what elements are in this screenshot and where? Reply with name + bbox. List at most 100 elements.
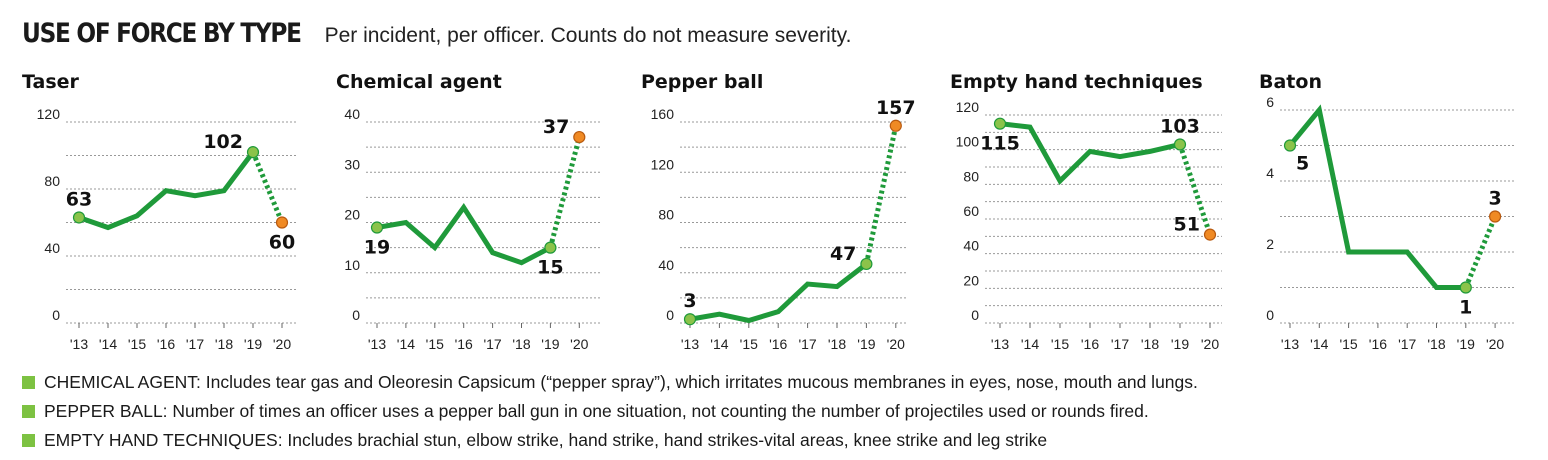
x-tick-label: '14 [99, 336, 117, 352]
y-tick-label: 60 [963, 203, 979, 219]
footnote-pepper-ball: PEPPER BALL: Number of times an officer … [22, 397, 1198, 426]
x-tick-label: '15 [128, 336, 146, 352]
x-tick-label: '19 [857, 336, 875, 352]
x-tick-label: '13 [681, 336, 699, 352]
x-tick-label: '20 [887, 336, 905, 352]
y-tick-label: 40 [658, 257, 674, 273]
data-label: 102 [203, 131, 243, 153]
y-tick-label: 20 [963, 272, 979, 288]
data-point [1459, 281, 1472, 294]
x-tick-label: '17 [1111, 336, 1129, 352]
x-tick-label: '14 [1021, 336, 1039, 352]
data-label: 51 [1174, 214, 1200, 236]
chart-title: Pepper ball [641, 71, 763, 93]
x-tick-label: '13 [70, 336, 88, 352]
x-tick-label: '14 [397, 336, 415, 352]
y-tick-label: 120 [956, 99, 980, 115]
data-label: 19 [364, 237, 390, 259]
chart-panel-baton: Baton 0 2 4 6 '13 '14 '15 '16 '17 '18 '19 '20 5 1 3 [1259, 71, 1515, 352]
y-tick-label: 20 [344, 207, 360, 223]
chart-title: Baton [1259, 71, 1322, 93]
chart-header: USE OF FORCE BY TYPE Per incident, per o… [22, 18, 851, 49]
x-tick-label: '20 [1201, 336, 1219, 352]
y-tick-label: 4 [1266, 165, 1274, 181]
x-tick-label: '16 [769, 336, 787, 352]
x-tick-label: '18 [215, 336, 233, 352]
data-point-highlight [1488, 210, 1502, 223]
x-tick-label: '16 [1081, 336, 1099, 352]
footnote-empty-hand: EMPTY HAND TECHNIQUES: Includes brachial… [22, 426, 1198, 455]
data-point-highlight [275, 216, 289, 229]
x-tick-label: '18 [1427, 336, 1445, 352]
legend-swatch [22, 405, 35, 418]
data-point [683, 313, 697, 326]
x-tick-label: '20 [1486, 336, 1504, 352]
data-label: 5 [1296, 153, 1309, 175]
data-point [1283, 139, 1297, 152]
data-point-highlight [573, 130, 586, 144]
data-point [72, 211, 86, 224]
x-tick-label: '17 [186, 336, 204, 352]
x-tick-label: '18 [828, 336, 846, 352]
y-tick-label: 120 [651, 156, 675, 172]
x-tick-label: '13 [368, 336, 386, 352]
data-point [370, 221, 384, 234]
x-tick-label: '16 [1369, 336, 1387, 352]
x-tick-label: '17 [483, 336, 501, 352]
footnote-chemical-agent: CHEMICAL AGENT: Includes tear gas and Ol… [22, 368, 1198, 397]
y-tick-label: 80 [658, 207, 674, 223]
x-tick-label: '18 [512, 336, 530, 352]
data-point [246, 146, 260, 159]
y-tick-label: 30 [344, 156, 360, 172]
y-tick-label: 160 [651, 106, 675, 122]
y-tick-label: 120 [37, 106, 61, 122]
footnote-text: EMPTY HAND TECHNIQUES: Includes brachial… [44, 430, 1048, 450]
series-line [376, 202, 552, 266]
x-tick-label: '20 [273, 336, 291, 352]
x-tick-label: '14 [710, 336, 728, 352]
x-tick-label: '15 [426, 336, 444, 352]
legend-swatch [22, 434, 35, 447]
x-tick-label: '20 [570, 336, 588, 352]
x-tick-label: '13 [991, 336, 1009, 352]
x-tick-label: '14 [1310, 336, 1328, 352]
data-label: 3 [683, 290, 696, 312]
series-line [999, 121, 1181, 185]
data-label: 47 [830, 243, 856, 265]
x-tick-label: '19 [1457, 336, 1475, 352]
x-tick-label: '15 [1339, 336, 1357, 352]
data-point [544, 241, 557, 254]
y-tick-label: 40 [344, 106, 360, 122]
y-tick-label: 0 [52, 307, 60, 323]
y-tick-label: 80 [44, 173, 60, 189]
x-tick-label: '13 [1281, 336, 1299, 352]
chart-title: Empty hand techniques [950, 71, 1203, 93]
data-label: 3 [1488, 188, 1501, 210]
series-line [78, 150, 255, 231]
data-label: 157 [876, 97, 916, 119]
y-tick-label: 80 [963, 168, 979, 184]
data-label: 115 [980, 133, 1020, 155]
footnote-text: CHEMICAL AGENT: Includes tear gas and Ol… [44, 372, 1198, 392]
x-tick-label: '15 [740, 336, 758, 352]
x-tick-label: '17 [1398, 336, 1416, 352]
y-tick-label: 40 [44, 240, 60, 256]
x-tick-label: '16 [455, 336, 473, 352]
x-tick-label: '19 [244, 336, 262, 352]
data-label: 15 [537, 257, 563, 279]
data-point [993, 117, 1007, 130]
y-tick-label: 10 [344, 257, 360, 273]
page-subtitle: Per incident, per officer. Counts do not… [324, 24, 852, 47]
y-tick-label: 0 [352, 307, 360, 323]
x-tick-label: '15 [1051, 336, 1069, 352]
data-point [1173, 138, 1187, 151]
chart-panel-pepper-ball: Pepper ball 0 40 80 120 160 '13 '14 '15 '16 '17 '18… [641, 71, 916, 352]
series-line [689, 261, 868, 324]
data-label: 37 [543, 116, 569, 138]
chart-title: Taser [22, 71, 80, 93]
y-tick-label: 2 [1266, 236, 1274, 252]
x-tick-label: '16 [157, 336, 175, 352]
y-tick-label: 0 [971, 307, 979, 323]
projection-line-dotted [1177, 143, 1213, 236]
data-label: 63 [66, 188, 92, 210]
